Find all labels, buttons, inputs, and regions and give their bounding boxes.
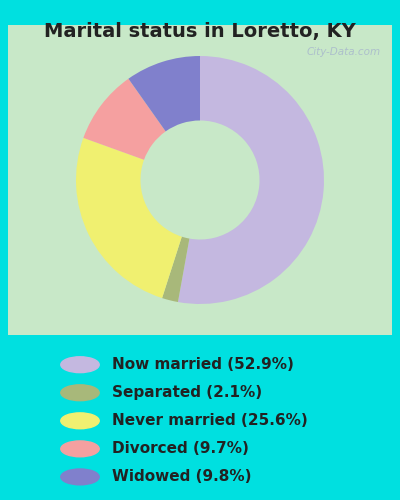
Circle shape xyxy=(61,357,99,372)
Circle shape xyxy=(61,413,99,428)
Circle shape xyxy=(61,469,99,485)
Wedge shape xyxy=(178,56,324,304)
Wedge shape xyxy=(128,56,200,132)
Text: Never married (25.6%): Never married (25.6%) xyxy=(112,414,308,428)
Circle shape xyxy=(61,441,99,457)
Text: City-Data.com: City-Data.com xyxy=(306,46,380,56)
Text: Separated (2.1%): Separated (2.1%) xyxy=(112,385,262,400)
Text: Now married (52.9%): Now married (52.9%) xyxy=(112,357,294,372)
Text: Marital status in Loretto, KY: Marital status in Loretto, KY xyxy=(44,22,356,42)
Wedge shape xyxy=(76,138,182,298)
Wedge shape xyxy=(162,236,190,302)
Text: Divorced (9.7%): Divorced (9.7%) xyxy=(112,442,249,456)
Wedge shape xyxy=(83,78,166,160)
FancyBboxPatch shape xyxy=(8,25,392,335)
Text: Widowed (9.8%): Widowed (9.8%) xyxy=(112,470,252,484)
Circle shape xyxy=(61,385,99,400)
